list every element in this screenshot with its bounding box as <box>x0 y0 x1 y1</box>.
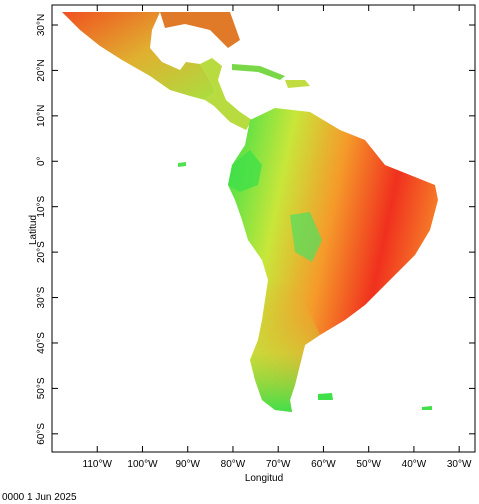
hispaniola <box>285 80 310 88</box>
ecuador-green <box>228 150 262 192</box>
x-tick-label: 80°W <box>221 459 246 470</box>
y-tick-label: 30°N <box>36 14 47 36</box>
galapagos <box>178 162 186 167</box>
x-tick-label: 40°W <box>402 459 427 470</box>
x-axis-label: Longitud <box>245 473 283 484</box>
pantanal-green <box>290 212 322 262</box>
y-tick-label: 50°S <box>36 377 47 399</box>
cuba <box>232 64 285 80</box>
y-tick-label: 30°S <box>36 286 47 308</box>
patagonia <box>250 280 320 412</box>
x-tick-label: 60°W <box>311 459 336 470</box>
falklands <box>318 393 333 400</box>
y-tick-label: 10°S <box>36 195 47 217</box>
y-axis-label: Latitud <box>28 215 39 245</box>
south-georgia <box>422 406 432 410</box>
mexico <box>62 12 216 100</box>
plot-frame <box>51 4 476 453</box>
x-tick-label: 110°W <box>83 459 113 470</box>
x-tick-label: 50°W <box>356 459 381 470</box>
y-tick-label: 40°S <box>36 332 47 354</box>
y-tick-label: 60°S <box>36 423 47 445</box>
central-america <box>200 58 252 130</box>
x-tick-label: 30°W <box>447 459 472 470</box>
x-tick-label: 70°W <box>266 459 291 470</box>
land <box>62 12 438 412</box>
timestamp: 0000 1 Jun 2025 <box>2 492 77 503</box>
usa-south <box>160 12 240 48</box>
x-tick-label: 90°W <box>175 459 200 470</box>
y-tick-label: 20°N <box>36 59 47 81</box>
y-tick-label: 10°N <box>36 105 47 127</box>
y-tick-label: 20°S <box>36 241 47 263</box>
y-tick-label: 0° <box>36 156 47 166</box>
x-tick-label: 100°W <box>127 459 158 470</box>
